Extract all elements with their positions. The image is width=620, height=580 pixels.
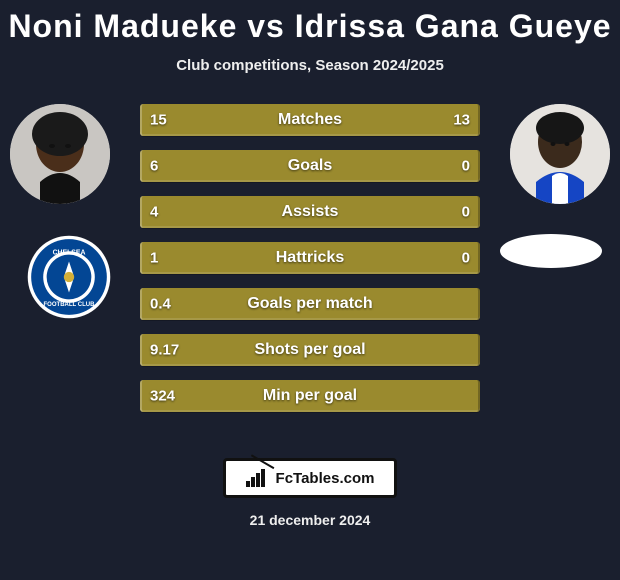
comparison-area: CHELSEA FOOTBALL CLUB 15 Matches 13 6 Go… xyxy=(0,104,620,444)
stat-value-left: 324 xyxy=(150,388,175,405)
date: 21 december 2024 xyxy=(0,512,620,528)
stat-row: 4 Assists 0 xyxy=(140,196,480,228)
stat-label: Shots per goal xyxy=(254,341,365,359)
club-left-badge: CHELSEA FOOTBALL CLUB xyxy=(26,234,112,320)
stat-label: Goals per match xyxy=(247,295,372,313)
stat-label: Hattricks xyxy=(276,249,344,267)
page-title: Noni Madueke vs Idrissa Gana Gueye xyxy=(0,0,620,45)
svg-text:FOOTBALL CLUB: FOOTBALL CLUB xyxy=(43,302,95,308)
subtitle: Club competitions, Season 2024/2025 xyxy=(0,57,620,74)
club-right-badge xyxy=(500,234,602,268)
stat-row: 15 Matches 13 xyxy=(140,104,480,136)
stat-value-left: 15 xyxy=(150,112,167,129)
stat-row: 6 Goals 0 xyxy=(140,150,480,182)
stat-row: 9.17 Shots per goal xyxy=(140,334,480,366)
stat-value-left: 4 xyxy=(150,204,158,221)
stat-label: Goals xyxy=(288,157,332,175)
player-right-avatar xyxy=(510,104,610,204)
stat-row: 0.4 Goals per match xyxy=(140,288,480,320)
stat-label: Assists xyxy=(282,203,339,221)
chart-icon xyxy=(246,469,270,487)
stat-value-right: 0 xyxy=(462,250,470,267)
stat-row: 1 Hattricks 0 xyxy=(140,242,480,274)
source-logo-text: FcTables.com xyxy=(276,470,375,487)
player-left-avatar xyxy=(10,104,110,204)
stat-value-right: 0 xyxy=(462,158,470,175)
stat-label: Matches xyxy=(278,111,342,129)
svg-text:CHELSEA: CHELSEA xyxy=(53,250,86,257)
source-logo: FcTables.com xyxy=(223,458,397,498)
stat-value-left: 9.17 xyxy=(150,342,179,359)
stats-table: 15 Matches 13 6 Goals 0 4 Assists 0 1 Ha… xyxy=(140,104,480,426)
stat-value-left: 6 xyxy=(150,158,158,175)
stat-label: Min per goal xyxy=(263,387,357,405)
stat-value-right: 13 xyxy=(453,112,470,129)
stat-value-right: 0 xyxy=(462,204,470,221)
stat-row: 324 Min per goal xyxy=(140,380,480,412)
stat-value-left: 1 xyxy=(150,250,158,267)
stat-value-left: 0.4 xyxy=(150,296,171,313)
